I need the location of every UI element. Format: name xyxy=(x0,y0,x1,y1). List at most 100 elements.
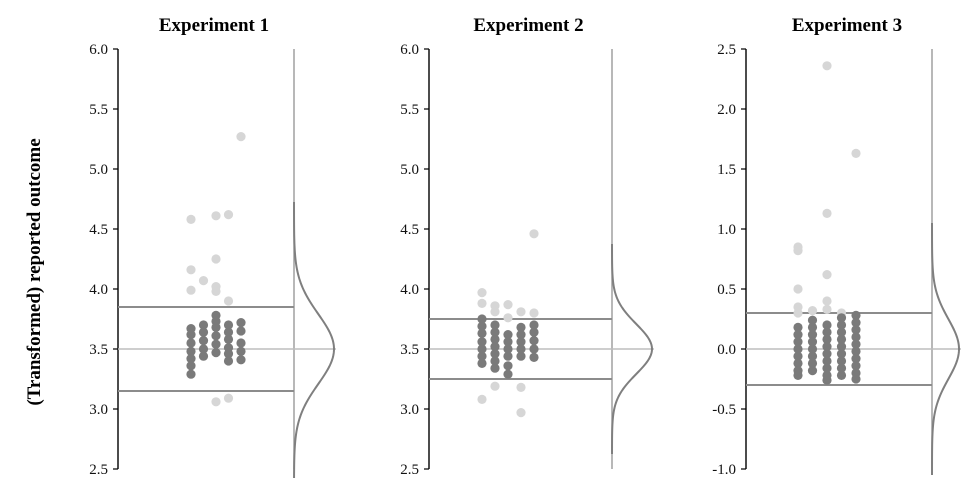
dark-data-point xyxy=(851,332,861,342)
dark-data-point xyxy=(186,346,196,356)
dark-data-point xyxy=(516,344,526,354)
dark-data-point xyxy=(211,331,221,341)
dark-data-point xyxy=(516,351,526,361)
dark-data-point xyxy=(836,342,847,352)
dark-data-point xyxy=(822,342,832,352)
dark-data-point xyxy=(516,330,526,340)
dark-data-point xyxy=(211,339,221,349)
panel-experiment-3: Experiment 3 -1.0 -0.5 0.0 0.5 1.0 1.5 2.0 2.5 xyxy=(712,15,961,478)
dark-data-point xyxy=(793,344,803,354)
y-tick-label: 3.5 xyxy=(89,342,108,358)
dark-data-point xyxy=(186,330,196,340)
dark-data-point xyxy=(477,314,487,324)
dark-data-point xyxy=(236,318,246,328)
dark-data-point xyxy=(198,320,209,330)
dark-data-point xyxy=(836,327,847,337)
dark-data-point xyxy=(490,327,500,337)
dark-data-point xyxy=(529,320,539,330)
dark-data-point xyxy=(807,344,818,354)
dark-data-point xyxy=(822,356,832,366)
dark-data-point xyxy=(807,366,818,376)
y-tick-label: 1.0 xyxy=(717,222,736,238)
y-tick-label: 3.0 xyxy=(400,402,419,418)
dark-data-point xyxy=(186,361,196,371)
light-data-point xyxy=(529,229,539,239)
light-data-point xyxy=(477,288,487,298)
light-data-point xyxy=(477,394,487,404)
light-data-point xyxy=(822,270,832,280)
light-data-point xyxy=(793,284,803,294)
y-tick-label: 6.0 xyxy=(400,42,419,58)
dark-data-point xyxy=(793,370,803,380)
dark-data-point xyxy=(793,337,803,347)
light-data-point xyxy=(503,313,513,323)
dark-data-point xyxy=(186,338,196,348)
dark-data-point xyxy=(807,337,818,347)
dark-data-point xyxy=(807,351,818,361)
y-tick-label: 3.0 xyxy=(89,402,108,418)
light-data-point xyxy=(223,296,234,306)
y-tick-label: 2.0 xyxy=(717,102,736,118)
dark-data-point xyxy=(836,313,847,323)
dark-data-point xyxy=(851,374,861,384)
light-data-point xyxy=(516,382,526,392)
light-data-point xyxy=(807,306,818,316)
dark-data-point xyxy=(223,320,234,330)
dark-data-point xyxy=(198,344,209,354)
y-axis-label: (Transformed) reported outcome xyxy=(24,138,45,405)
light-data-point xyxy=(529,308,539,318)
dark-data-point xyxy=(851,361,861,371)
light-data-point xyxy=(211,254,221,264)
dark-data-point xyxy=(851,339,861,349)
dark-data-point xyxy=(793,358,803,368)
panel-title: Experiment 1 xyxy=(159,15,269,36)
light-data-point xyxy=(186,214,196,224)
y-tick-label: 5.0 xyxy=(400,162,419,178)
dark-data-point xyxy=(503,330,513,340)
dark-data-point xyxy=(851,346,861,356)
light-data-point xyxy=(851,148,861,158)
y-tick-label: 4.0 xyxy=(400,282,419,298)
y-tick-label: 5.0 xyxy=(89,162,108,178)
dark-data-point xyxy=(836,370,847,380)
dark-data-point xyxy=(477,358,487,368)
dark-data-point xyxy=(836,349,847,359)
light-data-point xyxy=(822,61,832,71)
light-data-point xyxy=(223,210,234,220)
dark-data-point xyxy=(851,354,861,364)
light-data-point xyxy=(822,208,832,218)
dark-data-point xyxy=(477,351,487,361)
light-data-point xyxy=(822,296,832,306)
density-curve xyxy=(931,223,961,475)
y-tick-label: 4.5 xyxy=(89,222,108,238)
dark-data-point xyxy=(490,363,500,373)
dark-data-point xyxy=(793,322,803,332)
dark-data-point xyxy=(490,356,500,366)
dark-data-point xyxy=(236,355,246,365)
panel-experiment-2: Experiment 2 2.5 3.0 3.5 4.0 4.5 5.0 5.5 6.0 xyxy=(400,15,654,478)
light-data-point xyxy=(186,285,196,295)
dark-data-point xyxy=(836,356,847,366)
light-data-point xyxy=(236,132,246,142)
light-data-point xyxy=(793,246,803,256)
dark-data-point xyxy=(186,354,196,364)
dark-data-point xyxy=(793,330,803,340)
dark-data-point xyxy=(236,326,246,336)
y-tick-label: 5.5 xyxy=(89,102,108,118)
y-tick-label: -0.5 xyxy=(712,402,736,418)
dark-data-point xyxy=(490,342,500,352)
panel-title: Experiment 3 xyxy=(792,15,902,36)
dark-data-point xyxy=(851,325,861,335)
y-tick-label: 4.0 xyxy=(89,282,108,298)
dark-data-point xyxy=(198,327,209,337)
dark-data-point xyxy=(836,320,847,330)
dark-data-point xyxy=(223,349,234,359)
dark-data-point xyxy=(223,334,234,344)
dark-data-point xyxy=(198,351,209,361)
light-data-point xyxy=(477,298,487,308)
light-data-point xyxy=(223,393,234,403)
dark-data-point xyxy=(490,349,500,359)
dark-data-point xyxy=(503,337,513,347)
dark-data-point xyxy=(807,322,818,332)
dark-data-point xyxy=(490,320,500,330)
